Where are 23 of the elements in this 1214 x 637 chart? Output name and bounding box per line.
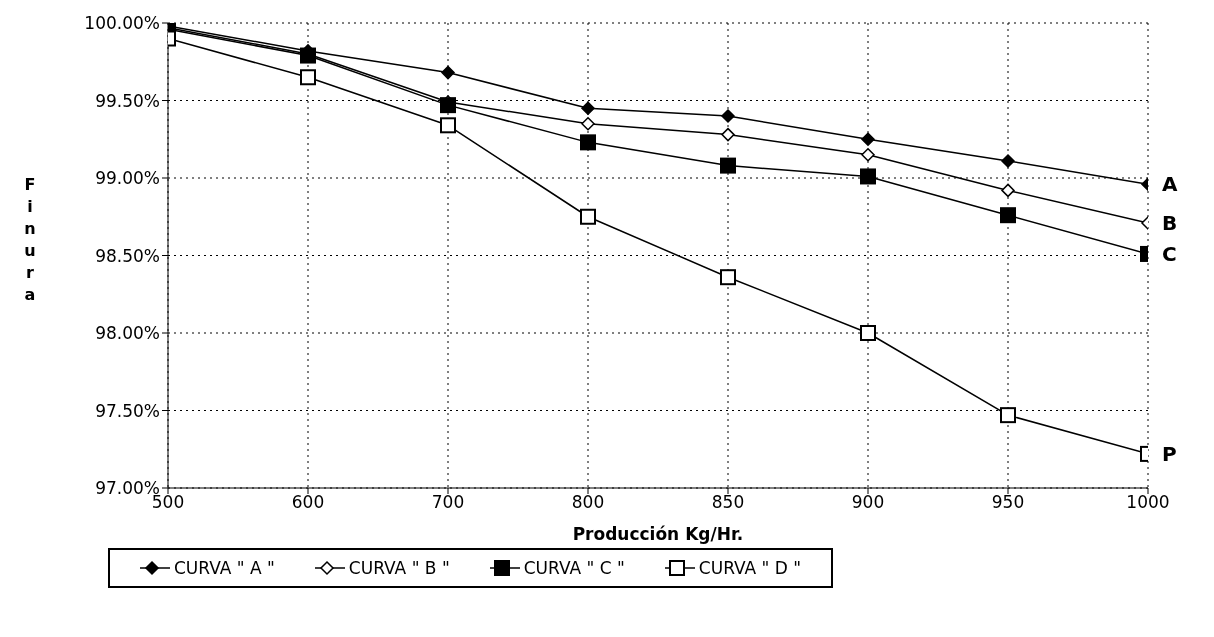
x-tick-label: 950 — [991, 492, 1025, 513]
x-tick-label: 1000 — [1126, 492, 1170, 513]
x-axis-title: Producción Kg/Hr. — [572, 524, 744, 544]
y-tick-label: 98.00% — [95, 323, 160, 344]
y-tick-label: 99.00% — [95, 168, 160, 189]
x-tick-label: 700 — [431, 492, 465, 513]
annotation: C — [1162, 242, 1177, 267]
y-tick-label: 98.50% — [95, 245, 160, 266]
x-tick-label: 600 — [291, 492, 325, 513]
x-tick-label: 800 — [571, 492, 605, 513]
annotation: A — [1162, 172, 1178, 197]
annotation: B — [1162, 211, 1178, 236]
y-axis-title: Finura — [24, 174, 36, 304]
annotation: P — [1162, 442, 1177, 466]
legend-label: CURVA " B " — [348, 558, 450, 578]
y-tick-label: 97.50% — [95, 400, 160, 421]
x-tick-label: 900 — [851, 492, 885, 513]
legend-label: CURVA " A " — [174, 558, 275, 578]
legend-label: CURVA " C " — [523, 558, 625, 578]
y-tick-label: 100.00% — [84, 13, 160, 34]
legend-label: CURVA " D " — [698, 558, 802, 578]
y-tick-label: 99.50% — [95, 90, 160, 111]
x-tick-label: 850 — [711, 492, 745, 513]
